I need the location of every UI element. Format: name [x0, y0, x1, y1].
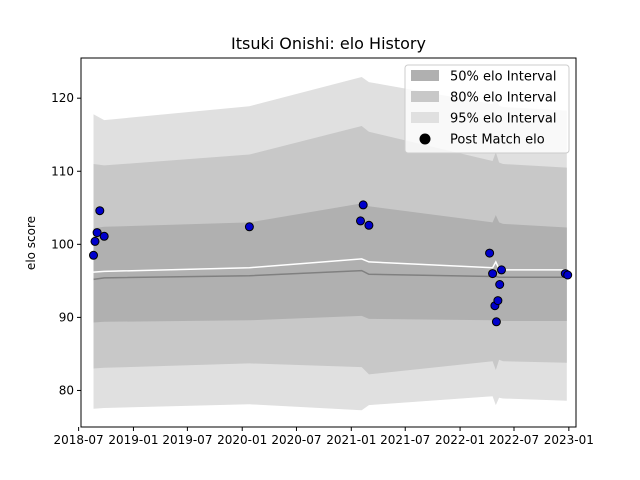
legend-frame	[404, 64, 570, 154]
post-match-point-4	[99, 231, 109, 241]
x-tick-label-0: 2018-07	[54, 433, 104, 447]
x-tick-label-4: 2020-07	[271, 433, 321, 447]
x-tick-label-8: 2022-07	[489, 433, 539, 447]
post-match-point-8	[364, 220, 374, 230]
post-match-point-14	[495, 280, 505, 289]
y-tick-label-3: 110	[51, 164, 74, 178]
x-tick-label-3: 2020-01	[217, 433, 267, 447]
post-match-point-3	[95, 206, 105, 216]
plot-frame	[80, 57, 577, 428]
y-tick-label-1: 90	[59, 310, 74, 324]
x-tick-label-2: 2019-07	[162, 433, 212, 447]
post-match-point-13	[493, 296, 503, 306]
post-match-point-9	[485, 248, 495, 258]
band-50-interval	[93, 203, 567, 325]
chart-title: Itsuki Onishi: elo History	[231, 34, 426, 53]
post-match-point-6	[356, 216, 365, 226]
legend-label-80: 80% elo Interval	[450, 91, 557, 106]
y-tick-label-0: 80	[59, 383, 74, 397]
post-match-point-1	[90, 236, 100, 246]
x-tick-label-9: 2023-01	[544, 433, 594, 447]
legend-marker-post-match	[419, 133, 431, 145]
median-elo-line	[93, 269, 567, 281]
x-tick-label-5: 2021-01	[326, 433, 376, 447]
post-match-point-15	[497, 265, 506, 275]
post-match-point-17	[563, 270, 573, 280]
legend: 50% elo Interval 80% elo Interval 95% el…	[404, 64, 570, 154]
post-match-point-7	[358, 200, 368, 210]
y-tick-label-4: 120	[51, 91, 74, 105]
y-axis-label: elo score	[24, 216, 38, 270]
post-match-point-10	[488, 269, 498, 279]
x-tick-label-7: 2022-01	[435, 433, 485, 447]
legend-swatch-80	[411, 91, 439, 102]
legend-swatch-50	[411, 70, 439, 81]
post-match-point-5	[244, 222, 254, 232]
legend-swatch-95	[411, 112, 439, 123]
post-match-point-0	[89, 250, 98, 260]
legend-label-95: 95% elo Interval	[450, 112, 557, 127]
post-match-point-12	[491, 317, 501, 327]
post-match-point-2	[92, 228, 102, 238]
plot-area	[89, 77, 573, 411]
legend-label-50: 50% elo Interval	[450, 70, 557, 85]
x-tick-label-1: 2019-01	[108, 433, 158, 447]
x-tick-label-6: 2021-07	[380, 433, 430, 447]
legend-label-post-match: Post Match elo	[450, 133, 545, 148]
y-tick-label-2: 100	[51, 237, 74, 251]
axes: 2018-07 2019-01 2019-07 2020-01 2020-07 2021-…	[51, 57, 594, 447]
